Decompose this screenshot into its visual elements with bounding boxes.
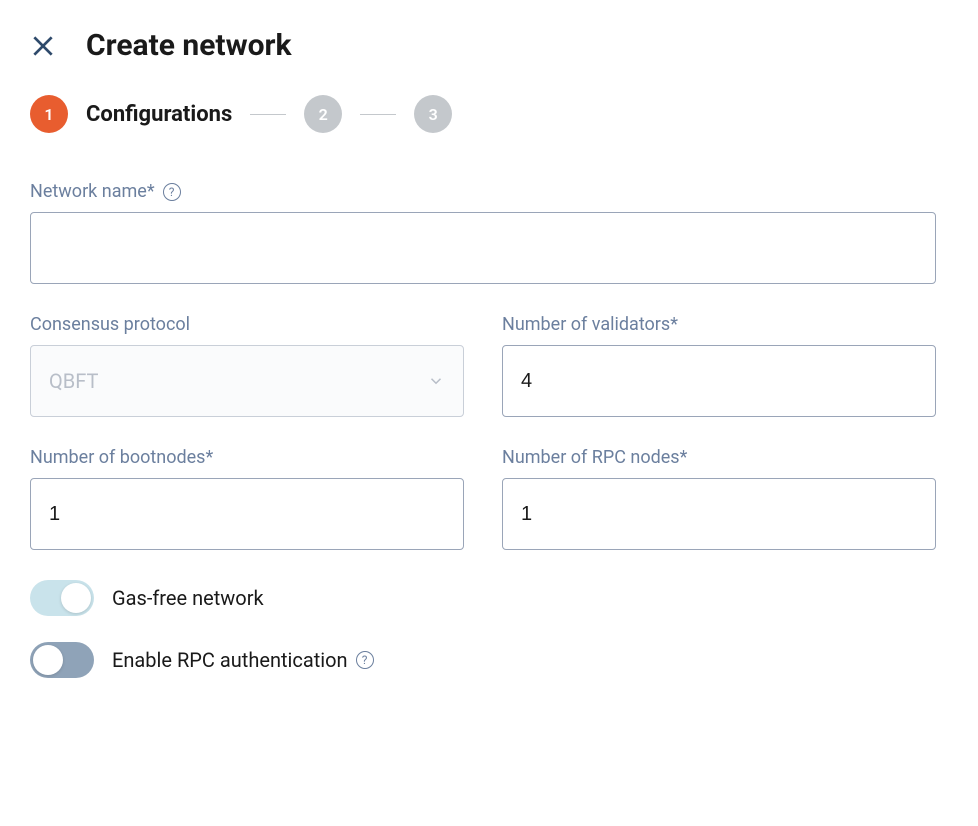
consensus-field-group: Consensus protocol QBFT (30, 314, 464, 417)
network-name-label: Network name* ? (30, 181, 936, 202)
step-3[interactable]: 3 (414, 95, 452, 133)
gas-free-toggle[interactable] (30, 580, 94, 616)
step-1[interactable]: 1 (30, 95, 68, 133)
step-3-number: 3 (429, 105, 438, 124)
stepper: 1 Configurations 2 3 (30, 95, 948, 133)
step-1-number: 1 (44, 105, 53, 124)
rpc-nodes-label: Number of RPC nodes* (502, 447, 936, 468)
gas-free-label: Gas-free network (112, 586, 264, 610)
form: Network name* ? Consensus protocol QBFT … (30, 181, 936, 678)
rpc-auth-label: Enable RPC authentication ? (112, 648, 374, 672)
network-name-input[interactable] (30, 212, 936, 284)
toggle-knob (61, 583, 91, 613)
rpc-nodes-input[interactable] (502, 478, 936, 550)
help-icon[interactable]: ? (356, 651, 374, 669)
validators-field-group: Number of validators* (502, 314, 936, 417)
chevron-down-icon (427, 372, 445, 390)
dialog-header: Create network (30, 28, 948, 63)
bootnodes-field-group: Number of bootnodes* (30, 447, 464, 550)
bootnodes-label: Number of bootnodes* (30, 447, 464, 468)
step-2-number: 2 (319, 105, 328, 124)
step-1-label: Configurations (86, 102, 232, 127)
rpc-auth-toggle[interactable] (30, 642, 94, 678)
rpc-nodes-field-group: Number of RPC nodes* (502, 447, 936, 550)
network-name-field-group: Network name* ? (30, 181, 936, 284)
rpc-auth-toggle-row: Enable RPC authentication ? (30, 642, 936, 678)
page-title: Create network (86, 28, 292, 63)
gas-free-toggle-row: Gas-free network (30, 580, 936, 616)
validators-input[interactable] (502, 345, 936, 417)
help-icon[interactable]: ? (163, 183, 181, 201)
close-icon[interactable] (30, 33, 56, 59)
step-connector (250, 114, 286, 115)
bootnodes-input[interactable] (30, 478, 464, 550)
consensus-value: QBFT (49, 369, 98, 393)
validators-label: Number of validators* (502, 314, 936, 335)
consensus-label: Consensus protocol (30, 314, 464, 335)
step-connector (360, 114, 396, 115)
consensus-select[interactable]: QBFT (30, 345, 464, 417)
toggle-knob (33, 645, 63, 675)
step-2[interactable]: 2 (304, 95, 342, 133)
